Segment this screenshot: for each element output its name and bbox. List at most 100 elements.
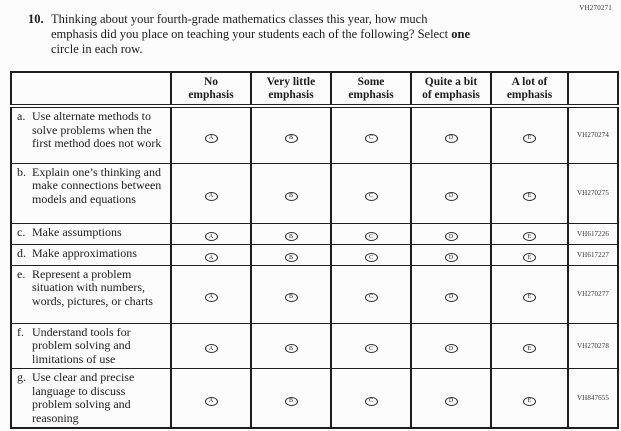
option-cell: C	[330, 105, 412, 164]
answer-circle-g-4[interactable]: D	[444, 396, 458, 406]
question-line-3: circle in each row.	[51, 42, 143, 56]
answer-circle-a-3[interactable]: C	[364, 133, 378, 143]
option-cell: C	[330, 264, 412, 324]
answer-circle-e-4[interactable]: D	[444, 292, 458, 302]
row-letter: a.	[17, 109, 26, 123]
option-cell: E	[490, 322, 569, 369]
answer-circle-b-2[interactable]: B	[284, 191, 298, 201]
row-item-code: VH617227	[567, 243, 619, 266]
answer-circle-c-2[interactable]: B	[284, 232, 298, 241]
row-label: b. Explain one’s thinking and make connec…	[10, 162, 172, 224]
answer-circle-b-4[interactable]: D	[444, 191, 458, 201]
answer-circle-g-1[interactable]: A	[204, 396, 218, 406]
answer-circle-b-5[interactable]: E	[523, 191, 536, 201]
answer-circle-c-4[interactable]: D	[444, 232, 458, 241]
answer-circle-d-5[interactable]: E	[523, 253, 536, 262]
option-cell: B	[250, 322, 332, 369]
answer-circle-a-4[interactable]: D	[444, 133, 458, 143]
row-letter: g.	[17, 370, 26, 384]
answer-circle-g-3[interactable]: C	[364, 396, 378, 406]
row-label: e. Represent a problem situation with num…	[10, 264, 172, 324]
answer-circle-d-2[interactable]: B	[284, 253, 298, 262]
answer-circle-f-2[interactable]: B	[284, 344, 298, 354]
table-row-a: a. Use alternate methods to solve problem…	[10, 105, 619, 164]
answer-circle-f-1[interactable]: A	[204, 344, 218, 354]
answer-circle-e-3[interactable]: C	[364, 292, 378, 302]
answer-circle-c-1[interactable]: A	[204, 232, 218, 241]
option-cell: D	[410, 368, 492, 429]
option-cell: B	[250, 243, 332, 266]
answer-circle-g-2[interactable]: B	[284, 396, 298, 406]
row-label: c. Make assumptions	[10, 222, 172, 245]
option-cell: D	[410, 264, 492, 324]
answer-circle-f-4[interactable]: D	[444, 344, 458, 354]
option-cell: A	[170, 162, 252, 224]
row-label-text: Make assumptions	[32, 224, 122, 239]
option-cell: B	[250, 105, 332, 164]
answer-circle-f-5[interactable]: E	[523, 344, 536, 354]
answer-circle-d-3[interactable]: C	[364, 253, 378, 262]
code-column-header	[567, 72, 619, 108]
answer-circle-a-5[interactable]: E	[523, 133, 536, 143]
answer-circle-e-5[interactable]: E	[523, 292, 536, 302]
answer-circle-b-1[interactable]: A	[204, 191, 218, 201]
answer-circle-a-1[interactable]: A	[204, 133, 218, 143]
table-row-c: c. Make assumptions A B C D E VH617226	[10, 222, 619, 245]
option-cell: C	[330, 222, 412, 245]
option-cell: D	[410, 105, 492, 164]
answer-circle-d-1[interactable]: A	[204, 253, 218, 262]
option-cell: D	[410, 162, 492, 224]
option-cell: D	[410, 222, 492, 245]
answer-circle-e-2[interactable]: B	[284, 292, 298, 302]
option-cell: C	[330, 243, 412, 266]
question-block: 10. Thinking about your fourth-grade mat…	[28, 12, 470, 57]
answer-circle-e-1[interactable]: A	[204, 292, 218, 302]
option-cell: E	[490, 264, 569, 324]
table-row-b: b. Explain one’s thinking and make connec…	[10, 162, 619, 224]
answer-circle-a-2[interactable]: B	[284, 133, 298, 143]
option-cell: A	[170, 105, 252, 164]
table-row-d: d. Make approximations A B C D E VH617227	[10, 243, 619, 266]
question-number: 10.	[28, 12, 44, 26]
row-item-code: VH847655	[567, 368, 619, 429]
row-label-text: Make approximations	[32, 245, 137, 260]
emphasis-table: No emphasis Very little emphasis Some emph…	[10, 71, 619, 429]
option-cell: B	[250, 264, 332, 324]
row-label-column-header	[10, 72, 172, 108]
column-header: Quite a bit of emphasis	[410, 72, 492, 108]
header-row: No emphasis Very little emphasis Some emph…	[10, 72, 619, 108]
row-label-text: Explain one’s thinking and make connecti…	[32, 164, 162, 206]
table-row-e: e. Represent a problem situation with num…	[10, 264, 619, 324]
table-row-f: f. Understand tools for problem solving a…	[10, 322, 619, 369]
answer-circle-c-5[interactable]: E	[523, 232, 536, 241]
row-label-text: Use clear and precise language to discus…	[32, 370, 135, 425]
option-cell: E	[490, 162, 569, 224]
row-label: a. Use alternate methods to solve problem…	[10, 105, 172, 164]
answer-circle-d-4[interactable]: D	[444, 253, 458, 262]
option-cell: C	[330, 322, 412, 369]
row-letter: e.	[17, 266, 26, 281]
option-cell: B	[250, 222, 332, 245]
answer-circle-g-5[interactable]: E	[523, 396, 536, 406]
answer-circle-c-3[interactable]: C	[364, 232, 378, 241]
row-label: f. Understand tools for problem solving a…	[10, 322, 172, 369]
row-label-text: Understand tools for problem solving and…	[32, 324, 131, 366]
question-line-2: emphasis did you place on teaching your …	[51, 27, 470, 42]
option-cell: C	[330, 368, 412, 429]
option-cell: C	[330, 162, 412, 224]
answer-circle-b-3[interactable]: C	[364, 191, 378, 201]
column-header: No emphasis	[170, 72, 252, 108]
row-letter: f.	[17, 324, 24, 339]
row-letter: b.	[17, 164, 26, 179]
row-label-text: Represent a problem situation with numbe…	[32, 266, 153, 308]
row-item-code: VH617226	[567, 222, 619, 245]
row-label: d. Make approximations	[10, 243, 172, 266]
question-bold-word: one	[451, 27, 470, 41]
row-item-code: VH270274	[567, 105, 619, 164]
option-cell: E	[490, 243, 569, 266]
row-label-text: Use alternate methods to solve problems …	[32, 109, 162, 150]
option-cell: D	[410, 243, 492, 266]
answer-circle-f-3[interactable]: C	[364, 344, 378, 354]
table-body: a. Use alternate methods to solve problem…	[10, 105, 619, 429]
